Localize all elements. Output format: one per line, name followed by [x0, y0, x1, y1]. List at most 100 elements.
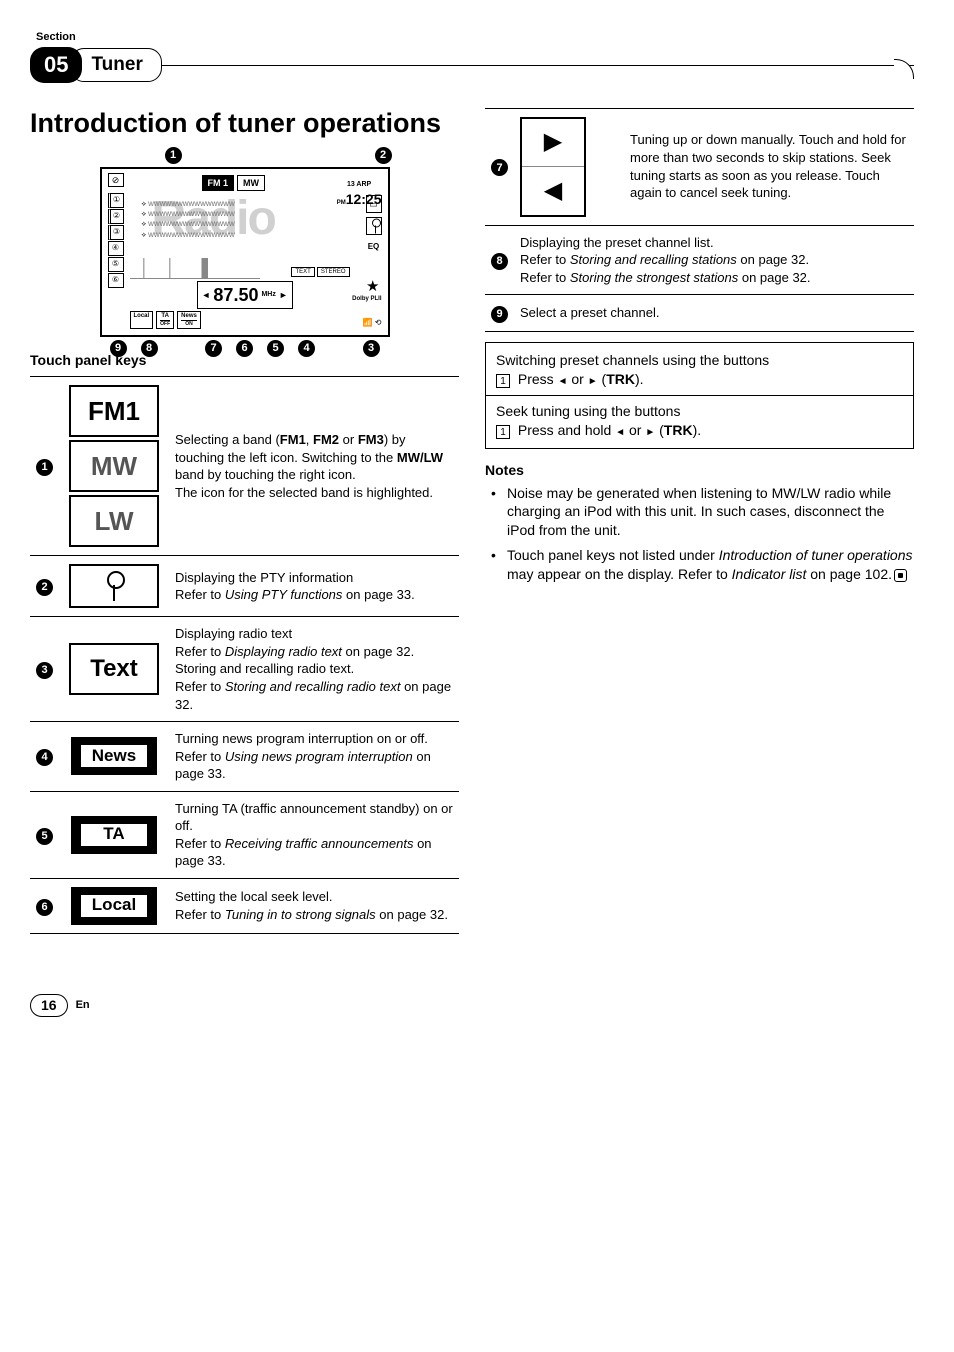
section-label: Section — [30, 30, 914, 45]
right-icons: ▭ EQ — [366, 195, 382, 257]
tri-right-icon — [588, 371, 598, 387]
band-key-stack: FM1 MW LW — [65, 385, 163, 547]
table-row: 2 Displaying the PTY informationRefer to… — [30, 556, 459, 617]
source-icon: ⊘ — [108, 173, 124, 187]
chapter-header: 05 Tuner — [30, 47, 914, 83]
fm1-key: FM1 — [69, 385, 159, 437]
rds-lines: wwwwwwwwwwwwwww wwwwwwwwwwwwwww wwwwwwww… — [142, 199, 235, 241]
freq-right: ► — [279, 289, 288, 301]
table-row: 9 Select a preset channel. — [485, 295, 914, 332]
arrow-right-icon: ▶ — [522, 119, 584, 168]
callout-4: 4 — [298, 340, 315, 357]
preset-column: ① ② ③ ④ ⑤ ⑥ — [108, 193, 124, 288]
callout-2: 2 — [375, 147, 392, 164]
box-step-1: 1 Press or (TRK). — [496, 370, 903, 389]
tri-right-icon — [645, 422, 655, 438]
tri-left-icon — [558, 371, 568, 387]
callout-8: 8 — [141, 340, 158, 357]
row-num-5: 5 — [36, 828, 53, 845]
chapter-title: Tuner — [70, 48, 161, 82]
status-icons: 📶 ⟲ — [363, 318, 382, 329]
freq-left: ◄ — [202, 289, 211, 301]
callout-6: 6 — [236, 340, 253, 357]
ta-key: TA — [71, 816, 157, 854]
left-column: Introduction of tuner operations 1 2 Rad… — [30, 108, 459, 934]
row-num-6: 6 — [36, 899, 53, 916]
section-number: 05 — [30, 47, 82, 83]
callout-7: 7 — [205, 340, 222, 357]
bottom-callouts-row: 9 8 7 6 5 4 3 — [100, 340, 390, 357]
box-line-2: Seek tuning using the buttons — [496, 402, 903, 421]
pty-glyph — [104, 571, 124, 601]
row-3-desc: Displaying radio textRefer to Displaying… — [169, 617, 459, 722]
row-num-2: 2 — [36, 579, 53, 596]
screen-bottom-buttons: Local TAOFF NewsON — [130, 311, 201, 329]
local-button: Local — [130, 311, 154, 329]
row-num-9: 9 — [491, 306, 508, 323]
row-8-desc: Displaying the preset channel list. Refe… — [514, 225, 914, 295]
freq-unit: MHz — [261, 290, 275, 299]
header-line — [30, 65, 914, 66]
row-num-8: 8 — [491, 253, 508, 270]
tri-left-icon — [615, 422, 625, 438]
lw-key: LW — [69, 495, 159, 547]
preset-1: ① — [108, 193, 124, 208]
radio-screen: Radio ⊘ FM 1 MW 13 ARPPM12:25 ① ② ③ ④ ⑤ … — [100, 167, 390, 337]
arrow-key: ▶ ◀ — [520, 117, 586, 217]
display-diagram: 1 2 Radio ⊘ FM 1 MW 13 ARPPM12:25 ① ② ③ — [30, 149, 459, 342]
local-key: Local — [71, 887, 157, 925]
table-row: 1 FM1 MW LW Selecting a band (FM1, FM2 o… — [30, 377, 459, 556]
box-separator — [486, 395, 913, 396]
note-item: Touch panel keys not listed under Introd… — [489, 546, 914, 584]
band-buttons: FM 1 MW — [202, 175, 266, 191]
callout-3: 3 — [363, 340, 380, 357]
row-num-3: 3 — [36, 662, 53, 679]
page-footer: 16 En — [30, 994, 914, 1017]
notes-list: Noise may be generated when listening to… — [485, 484, 914, 584]
language-label: En — [76, 998, 90, 1013]
row-6-desc: Setting the local seek level.Refer to Tu… — [169, 878, 459, 933]
spectrum-graph — [130, 253, 260, 279]
row-num-4: 4 — [36, 749, 53, 766]
eq-icon: EQ — [366, 239, 382, 257]
header-curve — [894, 59, 914, 79]
preset-6: ⑥ — [108, 273, 124, 288]
table-row: 8 Displaying the preset channel list. Re… — [485, 225, 914, 295]
arrow-left-icon: ◀ — [522, 167, 584, 215]
list-icon: ▭ — [366, 195, 382, 213]
button-operations-box: Switching preset channels using the butt… — [485, 342, 914, 449]
box-line-1: Switching preset channels using the butt… — [496, 351, 903, 370]
table-row: 5 TA Turning TA (traffic announcement st… — [30, 791, 459, 878]
step-1-num: 1 — [496, 374, 510, 388]
news-button: NewsON — [177, 311, 201, 329]
row-num-1: 1 — [36, 459, 53, 476]
preset-2: ② — [108, 209, 124, 224]
dolby-label: Dolby PLII — [352, 295, 381, 303]
pty-icon — [366, 217, 382, 235]
preset-3: ③ — [108, 225, 124, 240]
ta-button: TAOFF — [156, 311, 174, 329]
frequency-display: ◄ 87.50 MHz ► — [197, 281, 293, 309]
preset-4: ④ — [108, 241, 124, 256]
mw-button: MW — [237, 175, 265, 191]
row-2-desc: Displaying the PTY informationRefer to U… — [169, 556, 459, 617]
table-row: 4 News Turning news program interruption… — [30, 722, 459, 792]
callout-1: 1 — [165, 147, 182, 164]
mw-key: MW — [69, 440, 159, 492]
callout-9: 9 — [110, 340, 127, 357]
note-item: Noise may be generated when listening to… — [489, 484, 914, 541]
callout-5: 5 — [267, 340, 284, 357]
row-9-desc: Select a preset channel. — [514, 295, 914, 332]
news-key: News — [71, 737, 157, 775]
preset-5: ⑤ — [108, 257, 124, 272]
row-5-desc: Turning TA (traffic announcement standby… — [169, 791, 459, 878]
right-table: 7 ▶ ◀ Tuning up or down manually. Touch … — [485, 108, 914, 333]
freq-value: 87.50 — [213, 283, 258, 307]
row-num-7: 7 — [491, 159, 508, 176]
text-stereo: TEXT STEREO — [291, 267, 349, 277]
end-mark-icon — [894, 569, 907, 582]
page-number: 16 — [30, 994, 68, 1017]
right-column: 7 ▶ ◀ Tuning up or down manually. Touch … — [485, 108, 914, 934]
stereo-indicator: STEREO — [317, 267, 350, 277]
table-row: 3 Text Displaying radio textRefer to Dis… — [30, 617, 459, 722]
